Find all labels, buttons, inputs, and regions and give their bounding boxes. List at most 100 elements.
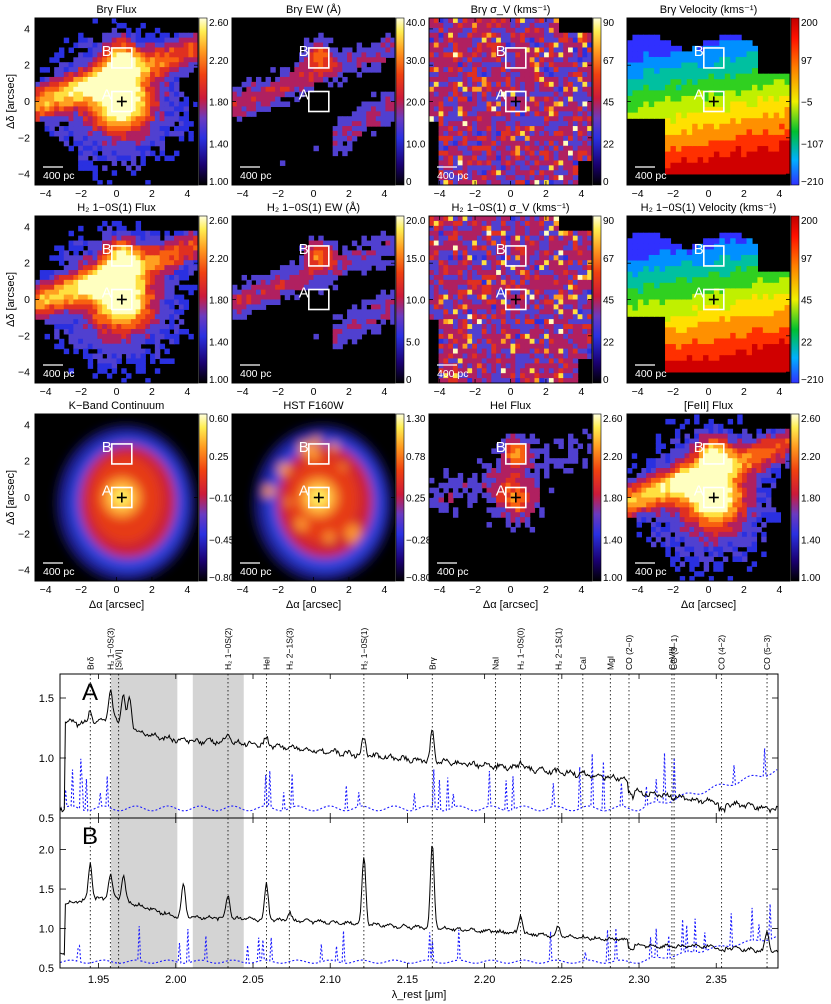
x-tick-label: −2 <box>667 584 679 596</box>
y-tick-label: 0 <box>24 96 30 108</box>
box-label-a: A <box>496 483 506 500</box>
colorbar-label: 2.20 <box>209 56 229 67</box>
colorbar-label: 10.0 <box>406 296 426 307</box>
line-id-label: Brγ <box>427 657 437 671</box>
x-tick-label: 4 <box>578 386 584 398</box>
colorbar-label: 1.00 <box>209 177 229 188</box>
box-label-b: B <box>102 241 112 258</box>
colorbar-label: 2.20 <box>209 254 229 265</box>
line-id-label: H₂ 1−0S(1) <box>359 628 369 670</box>
x-tick-label: −4 <box>40 386 52 398</box>
y-tick-label: 2 <box>24 258 30 270</box>
aperture-box-a <box>111 288 133 311</box>
colorbar-label: 90 <box>603 216 615 227</box>
aperture-box-a <box>703 486 725 509</box>
aperture-box-a <box>111 486 133 509</box>
x-tick-label: 4 <box>578 188 584 200</box>
x-tick-label: 2.35 <box>706 974 727 986</box>
box-label-b: B <box>299 43 309 60</box>
x-tick-label: −4 <box>632 386 644 398</box>
x-tick-label: 2.10 <box>320 974 341 986</box>
map-image <box>253 425 392 581</box>
aperture-box-a <box>703 288 725 311</box>
map-title: H₂ 1−0S(1) σ_V (kms⁻¹) <box>451 202 569 214</box>
line-id-label: NaI <box>490 657 500 670</box>
colorbar-label: 97 <box>801 254 813 265</box>
x-tick-label: 4 <box>184 188 190 200</box>
x-tick-label: −2 <box>469 188 481 200</box>
colorbar-label: 1.80 <box>801 494 821 505</box>
x-tick-label: 2 <box>543 188 549 200</box>
map-image <box>627 232 790 373</box>
box-label-b: B <box>496 241 506 258</box>
line-id-label: HeI <box>261 657 271 670</box>
telluric-region <box>110 674 178 818</box>
box-label-a: A <box>102 285 112 302</box>
x-tick-label: −2 <box>272 188 284 200</box>
x-tick-label: −4 <box>632 188 644 200</box>
y-tick-label: 4 <box>24 221 30 233</box>
y-tick-label: 1.5 <box>39 884 54 896</box>
line-id-label: [SiVI] <box>114 650 124 670</box>
map-panel-8: B A 400 pc −4 4 −2 2 0 0 2 −2 4 −4 0.60 0.25 −0.10 −0.45… <box>18 400 235 596</box>
colorbar-label: −210 <box>801 177 824 188</box>
colorbar-label: 67 <box>603 254 615 265</box>
colorbar <box>395 17 405 186</box>
y-tick-label: 0.5 <box>39 963 54 975</box>
aperture-box-b <box>308 245 330 267</box>
box-label-a: A <box>102 483 112 500</box>
x-tick-label: 4 <box>381 584 387 596</box>
box-label-b: B <box>694 439 704 456</box>
y-tick-label: 4 <box>24 23 30 35</box>
y-axis-label: Δδ [arcsec] <box>5 74 17 129</box>
box-label-a: A <box>102 87 112 104</box>
scale-bar-label: 400 pc <box>240 170 272 182</box>
x-tick-label: −4 <box>237 386 249 398</box>
x-tick-label: −2 <box>469 584 481 596</box>
panel-label: B <box>82 823 98 850</box>
x-tick-label: −2 <box>667 188 679 200</box>
x-tick-label: −2 <box>75 188 87 200</box>
x-tick-label: 2 <box>149 386 155 398</box>
x-tick-label: 2.05 <box>242 974 263 986</box>
map-title: H₂ 1−0S(1) EW (Å) <box>267 201 360 214</box>
map-panel-1: B A 400 pc −4 −2 0 2 4 40.0 30.0 20.0 10.0 0 Brγ EW (… <box>231 3 426 200</box>
telluric-region <box>192 674 244 818</box>
y-tick-label: −2 <box>18 528 30 540</box>
colorbar-label: 1.30 <box>406 414 426 425</box>
aperture-box-b <box>111 245 133 267</box>
colorbar-label: 2.60 <box>801 414 821 425</box>
y-tick-label: 1.0 <box>39 924 54 936</box>
map-title: K−Band Continuum <box>69 400 165 412</box>
colorbar-label: 22 <box>603 337 615 348</box>
x-axis-label: Δα [arcsec] <box>483 599 538 611</box>
colorbar <box>592 215 602 384</box>
scale-bar-label: 400 pc <box>635 566 667 578</box>
colorbar-label: −107 <box>801 139 824 150</box>
colorbar-label: 20.0 <box>406 216 426 227</box>
colorbar-label: 0 <box>603 375 609 386</box>
map-title: H₂ 1−0S(1) Flux <box>77 202 156 214</box>
map-image <box>627 34 790 175</box>
x-tick-label: −4 <box>40 584 52 596</box>
telluric-region <box>110 818 178 968</box>
line-id-label: CO (5−3) <box>762 635 772 670</box>
x-tick-label: 0 <box>114 584 120 596</box>
scale-bar-label: 400 pc <box>43 566 75 578</box>
aperture-box-a <box>703 90 725 113</box>
box-label-b: B <box>694 241 704 258</box>
map-image <box>56 425 195 581</box>
colorbar-label: 0 <box>406 375 412 386</box>
y-tick-label: 0.5 <box>39 813 54 825</box>
box-label-a: A <box>694 87 704 104</box>
y-tick-label: −4 <box>18 169 30 181</box>
colorbar-label: 0.78 <box>406 452 426 463</box>
map-title: Brγ σ_V (kms⁻¹) <box>471 4 551 16</box>
map-image <box>627 414 790 581</box>
map-panel-11: B A 400 pc −4 −2 0 2 4 2.60 2.20 1.80 1.40 1.00 [FeII… <box>626 400 821 596</box>
object-spectrum <box>59 689 778 814</box>
x-tick-label: −4 <box>434 584 446 596</box>
aperture-box-a <box>308 288 330 311</box>
map-panel-3: B A 400 pc −4 −2 0 2 4 200 97 −5 −107 −210 Brγ Veloci… <box>626 4 824 200</box>
